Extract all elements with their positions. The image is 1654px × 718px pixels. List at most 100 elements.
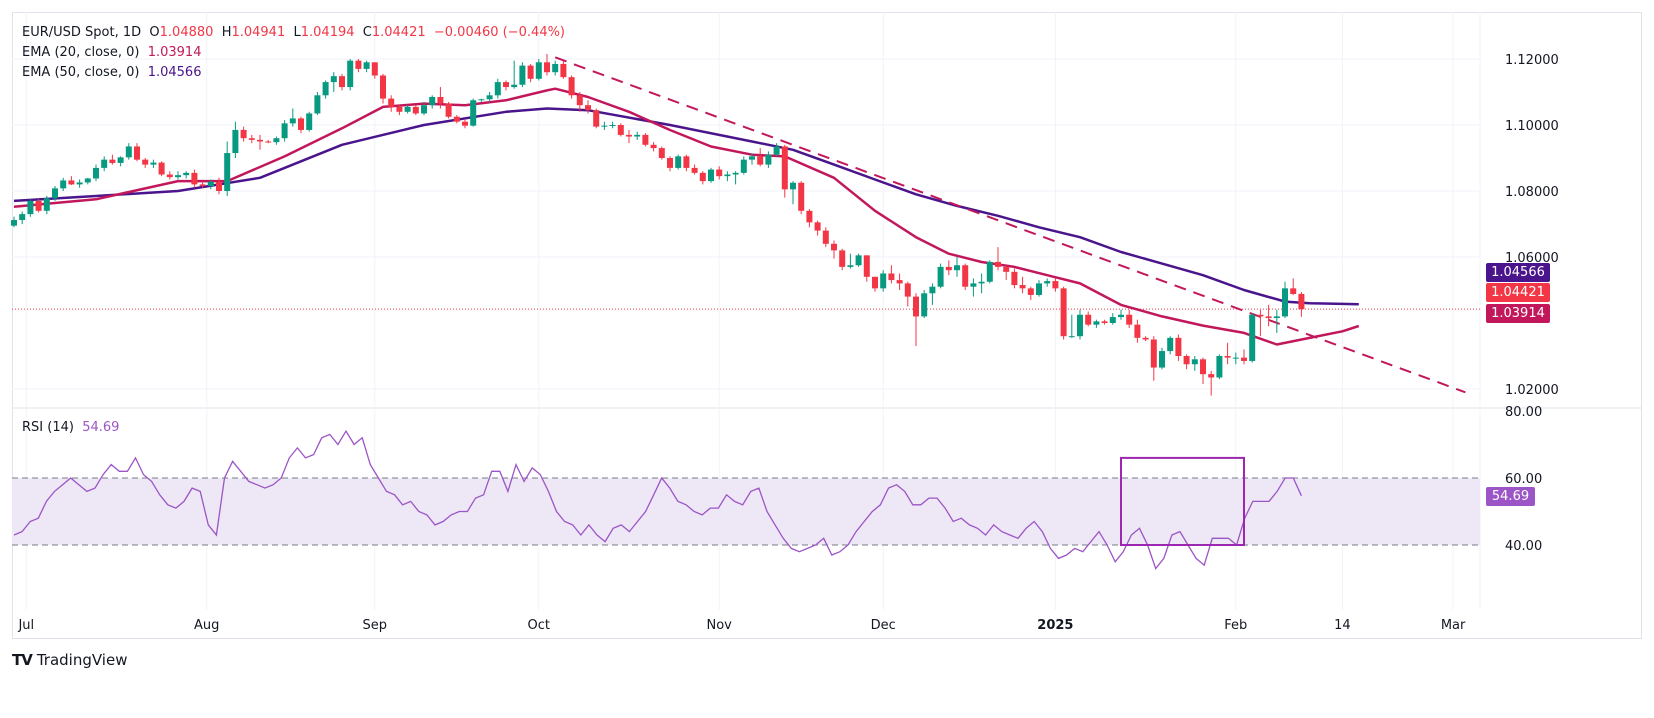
candle-body	[404, 106, 411, 112]
candle	[84, 177, 91, 185]
candle-body	[708, 169, 714, 182]
candle	[43, 195, 50, 215]
candle	[585, 100, 591, 114]
candle	[314, 92, 321, 116]
candle-body	[314, 95, 321, 114]
candle-body	[732, 172, 739, 175]
candle-body	[1273, 316, 1280, 319]
time-tick-label: Sep	[363, 618, 388, 633]
time-tick-label: Aug	[194, 618, 219, 633]
candle	[1085, 311, 1092, 327]
candle	[265, 139, 272, 144]
candle-body	[339, 76, 345, 88]
time-tick-label: Dec	[871, 618, 896, 633]
candle	[855, 253, 862, 267]
candle	[11, 216, 17, 228]
high-value: 1.04941	[231, 25, 286, 40]
candle	[109, 154, 116, 165]
candle-body	[724, 174, 731, 177]
candle	[872, 276, 878, 292]
candle-body	[535, 62, 542, 79]
candle-body	[544, 62, 550, 73]
candle-body	[1101, 321, 1108, 323]
rsi-legend[interactable]: RSI (14) 54.69	[22, 420, 119, 436]
candle-body	[576, 95, 583, 106]
candle	[1126, 309, 1133, 328]
candle-body	[1077, 314, 1083, 337]
candle-body	[650, 144, 657, 149]
candle	[355, 59, 362, 73]
candle	[330, 72, 337, 92]
candle-body	[437, 96, 444, 104]
candle	[380, 73, 386, 104]
candle-body	[232, 129, 239, 154]
time-tick-label: Mar	[1441, 618, 1466, 633]
candle	[773, 143, 780, 157]
candle	[158, 161, 165, 177]
candle	[142, 158, 149, 168]
candle-body	[568, 77, 575, 96]
candle-body	[445, 103, 452, 117]
ema20-legend[interactable]: EMA (20, close, 0) 1.03914	[22, 45, 201, 61]
candle-body	[978, 281, 985, 284]
candle-body	[790, 182, 796, 190]
candle-body	[929, 286, 936, 294]
ema50-legend[interactable]: EMA (50, close, 0) 1.04566	[22, 65, 201, 81]
candle-body	[1019, 285, 1026, 289]
candle	[593, 108, 600, 129]
candle-body	[585, 105, 591, 111]
candle	[716, 166, 723, 180]
candle	[322, 80, 329, 99]
time-tick-label: Oct	[528, 618, 550, 633]
candle	[445, 101, 452, 119]
candle	[1118, 309, 1124, 320]
candle	[150, 159, 157, 168]
candle-body	[954, 265, 960, 271]
candle-body	[363, 62, 370, 69]
candle	[371, 62, 378, 79]
candle-body	[35, 200, 42, 211]
candle-body	[855, 255, 862, 266]
candle	[1036, 280, 1042, 297]
ema20-value: 1.03914	[147, 45, 202, 60]
ema50-label: EMA (50, close, 0)	[22, 65, 140, 80]
candle	[1044, 278, 1051, 287]
candle-body	[1027, 288, 1034, 295]
candle	[1142, 336, 1149, 342]
candle-body	[347, 60, 354, 88]
candle	[19, 211, 26, 224]
ema20-label: EMA (20, close, 0)	[22, 45, 140, 60]
candle	[986, 260, 993, 284]
candle-body	[822, 230, 829, 244]
candle-body	[322, 82, 329, 96]
candle-body	[617, 125, 624, 135]
candle-body	[412, 106, 419, 114]
high-label: H	[221, 25, 232, 40]
candle-body	[609, 125, 616, 126]
tradingview-brand[interactable]: 𝗧𝗩 TradingView	[12, 651, 127, 669]
candle-body	[216, 181, 222, 191]
low-value: 1.04194	[300, 25, 355, 40]
candle-body	[1232, 357, 1239, 359]
candle	[888, 265, 895, 284]
candle-body	[1044, 281, 1051, 284]
candle	[568, 75, 575, 99]
candle-body	[986, 261, 993, 282]
candle	[1273, 309, 1280, 333]
candle-body	[995, 261, 1001, 267]
candle-body	[199, 184, 206, 187]
ema50-line	[13, 107, 1359, 306]
candle-body	[273, 138, 280, 143]
open-label: O	[149, 25, 160, 40]
candle	[240, 126, 247, 142]
candle	[1101, 319, 1108, 325]
candle-body	[847, 265, 854, 267]
candle-body	[945, 266, 952, 271]
candle	[486, 92, 493, 102]
candle	[1200, 357, 1206, 385]
candle	[1003, 265, 1010, 281]
candle	[929, 283, 936, 305]
candle-body	[1003, 266, 1010, 272]
candle-body	[552, 63, 559, 73]
